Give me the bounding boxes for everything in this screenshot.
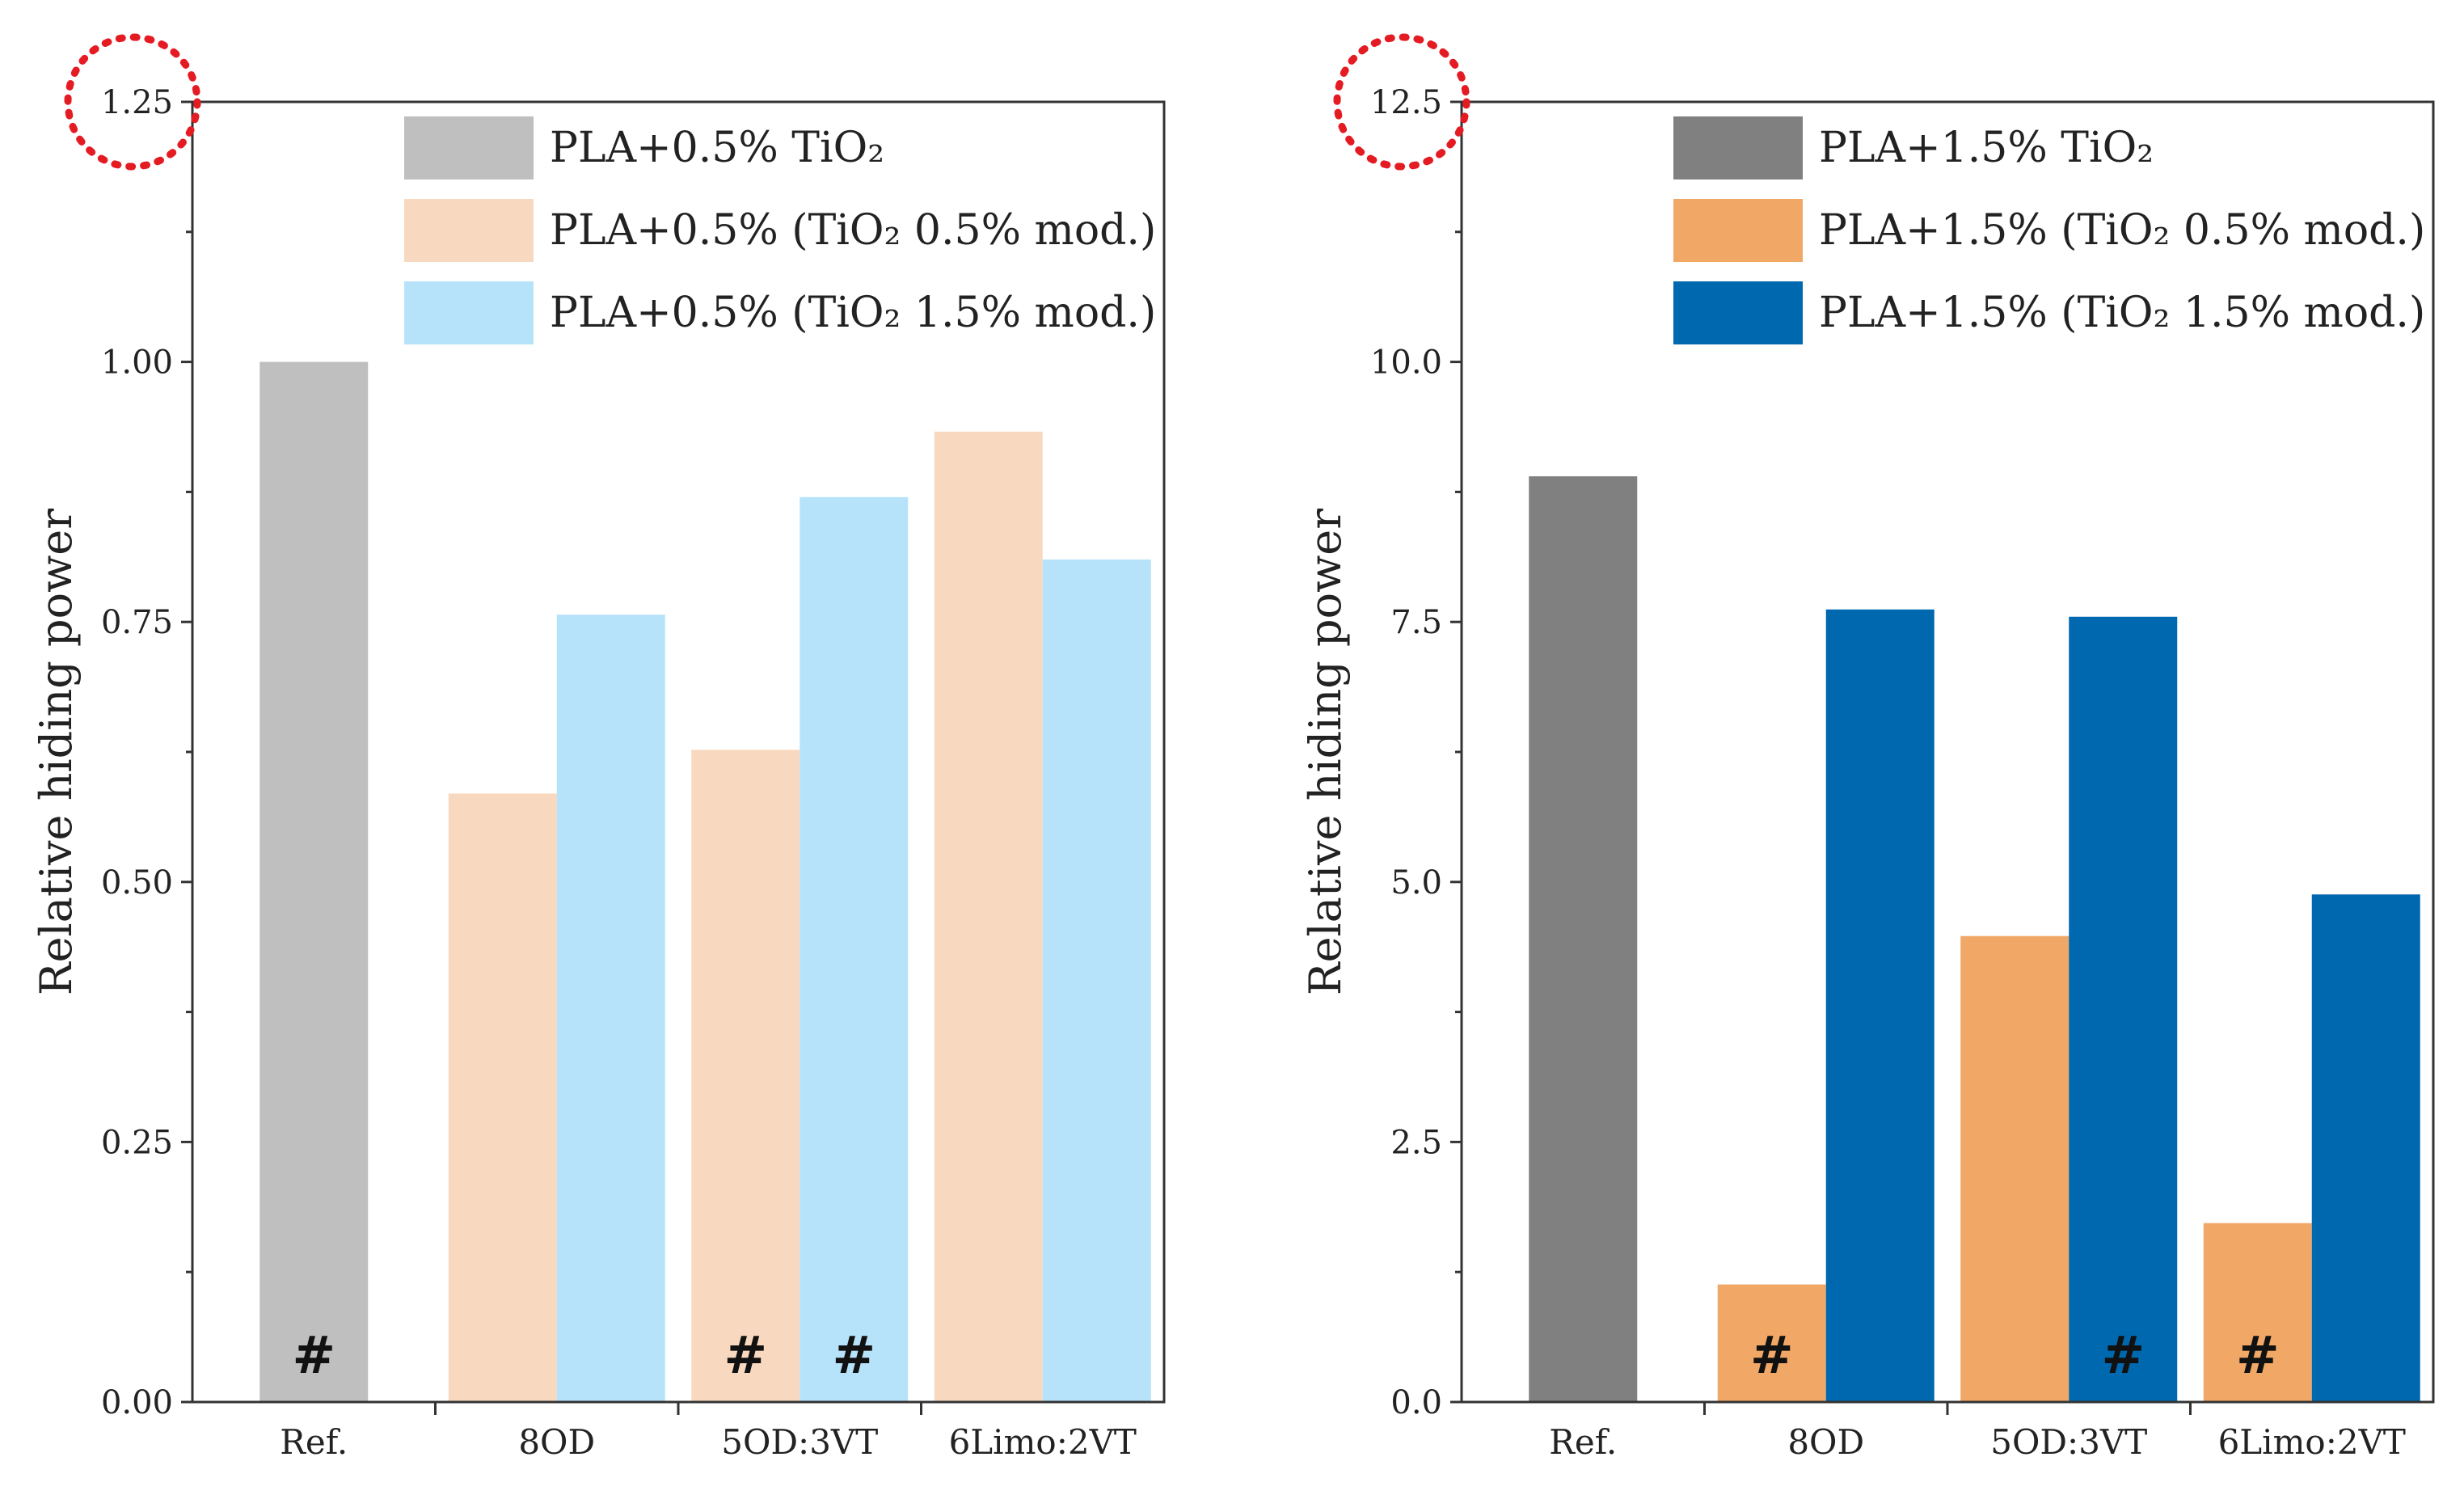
x-tick-label: 6Limo:2VT: [949, 1422, 1137, 1462]
legend-swatch-s2: [404, 199, 534, 262]
highlight-circle: [64, 33, 201, 171]
legend-label-s3: PLA+0.5% (TiO₂ 1.5% mod.): [550, 289, 1156, 337]
bar-6limo-2vt-s2: [2203, 1223, 2312, 1402]
bar-5od-3vt-s2: [691, 750, 800, 1402]
bar-8od-s2: [448, 793, 557, 1402]
y-tick-label: 7.5: [1390, 604, 1442, 641]
bar-8od-s2: [1717, 1284, 1826, 1402]
y-tick-label: 5.0: [1390, 864, 1442, 902]
bar-5od-3vt-s3: [2069, 616, 2178, 1402]
significance-mark: #: [292, 1325, 335, 1386]
x-tick-label: Ref.: [1549, 1422, 1617, 1462]
y-tick-label: 0.50: [101, 864, 173, 902]
legend-label-s3: PLA+1.5% (TiO₂ 1.5% mod.): [1819, 289, 2425, 337]
significance-mark: #: [2236, 1325, 2280, 1386]
y-axis-title: Relative hiding power: [1300, 509, 1351, 995]
bar-ref--s1: [1529, 476, 1638, 1402]
y-tick-label: 0.25: [101, 1124, 173, 1161]
legend-label-s1: PLA+0.5% TiO₂: [550, 124, 884, 172]
bar-5od-3vt-s3: [800, 496, 909, 1402]
legend-swatch-s2: [1673, 199, 1803, 262]
bar-6limo-2vt-s3: [2311, 894, 2420, 1402]
x-tick-label: Ref.: [280, 1422, 348, 1462]
x-tick-label: 5OD:3VT: [1990, 1422, 2147, 1462]
y-tick-label: 10.0: [1370, 344, 1442, 382]
significance-mark: #: [1750, 1325, 1794, 1386]
bar-8od-s3: [556, 614, 665, 1402]
legend-swatch-s1: [404, 116, 534, 179]
legend-label-s2: PLA+0.5% (TiO₂ 0.5% mod.): [550, 206, 1156, 255]
x-tick-label: 8OD: [518, 1422, 595, 1462]
legend-swatch-s3: [404, 281, 534, 344]
legend-label-s1: PLA+1.5% TiO₂: [1819, 124, 2154, 172]
x-tick-label: 8OD: [1787, 1422, 1864, 1462]
y-tick-label: 1.25: [101, 84, 173, 121]
highlight-circle: [1333, 33, 1470, 171]
y-tick-label: 0.00: [101, 1384, 173, 1421]
bar-5od-3vt-s2: [1960, 935, 2070, 1402]
significance-mark: #: [2101, 1325, 2145, 1386]
x-tick-label: 5OD:3VT: [721, 1422, 878, 1462]
legend-swatch-s1: [1673, 116, 1803, 179]
significance-mark: #: [832, 1325, 875, 1386]
y-tick-label: 0.75: [101, 604, 173, 641]
legend-swatch-s3: [1673, 281, 1803, 344]
y-tick-label: 12.5: [1370, 84, 1442, 121]
bar-ref--s1: [259, 361, 369, 1403]
y-axis-title: Relative hiding power: [31, 509, 82, 995]
bar-8od-s3: [1825, 609, 1934, 1402]
bar-6limo-2vt-s2: [934, 431, 1043, 1402]
chart-panel-2: # # #0.0 2.5 5.0 7.5 10.0 12.5 Ref. 8OD 5OD:3VT 6Li…: [1300, 33, 2435, 1462]
bar-6limo-2vt-s3: [1042, 560, 1151, 1402]
x-tick-label: 6Limo:2VT: [2218, 1422, 2406, 1462]
y-tick-label: 2.5: [1390, 1124, 1442, 1161]
significance-mark: #: [724, 1325, 767, 1386]
y-tick-label: 0.0: [1390, 1384, 1442, 1421]
legend-label-s2: PLA+1.5% (TiO₂ 0.5% mod.): [1819, 206, 2425, 255]
y-tick-label: 1.00: [101, 344, 173, 382]
chart-panel-1: # # #0.00 0.25 0.50 0.75 1.00 1.25 Ref. 8OD 5OD:3V…: [31, 33, 1166, 1462]
